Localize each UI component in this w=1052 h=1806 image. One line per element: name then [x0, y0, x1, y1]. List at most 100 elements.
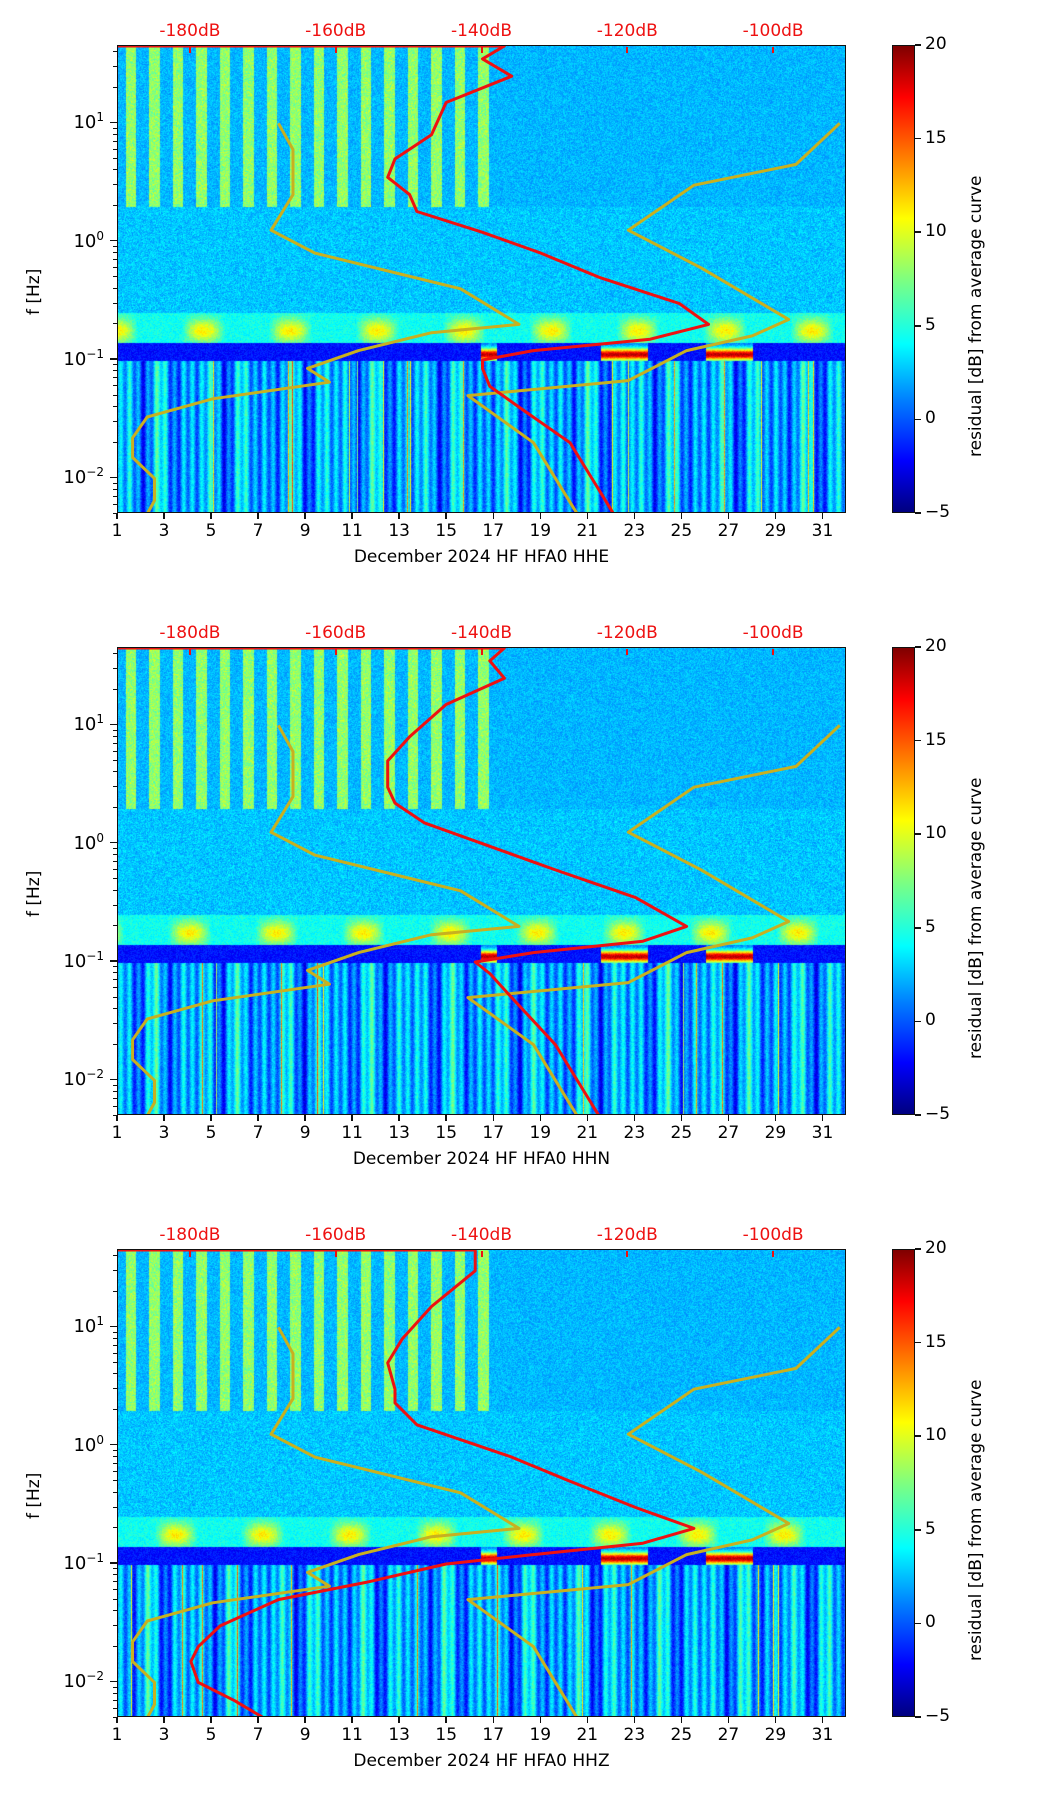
top-db-tick [188, 47, 191, 53]
x-tick-label: 15 [435, 1123, 458, 1143]
x-tick [398, 1115, 400, 1121]
y-minor-tick [113, 51, 117, 53]
y-tick-exponent: 1 [96, 110, 104, 125]
x-tick-label: 31 [811, 1725, 834, 1745]
top-db-tick-label: -120dB [596, 623, 658, 643]
x-tick-label: 9 [299, 1123, 311, 1143]
y-minor-tick [113, 513, 117, 514]
x-tick [210, 1115, 212, 1121]
y-major-tick [110, 841, 117, 844]
x-tick [116, 1115, 118, 1121]
y-tick-exponent: −1 [86, 949, 104, 964]
top-db-tick [480, 649, 483, 655]
top-db-tick [188, 1251, 191, 1257]
y-minor-tick [113, 1699, 117, 1701]
x-tick [492, 1115, 494, 1121]
colorbar-label: residual [dB] from average curve [966, 1379, 986, 1661]
colorbar-tick [915, 44, 921, 46]
y-minor-tick [113, 878, 117, 880]
curve-overlay [118, 1250, 841, 1716]
x-tick [633, 1717, 636, 1723]
x-tick-label: 3 [158, 521, 170, 541]
y-major-tick [110, 723, 117, 726]
x-tick [821, 513, 824, 519]
y-minor-tick [113, 252, 117, 254]
y-minor-tick [113, 1686, 117, 1688]
y-minor-tick [113, 246, 117, 248]
y-minor-tick [113, 184, 117, 186]
colorbar-tick [915, 739, 921, 742]
x-tick-label: 7 [252, 1123, 264, 1143]
y-tick-label: 100 [44, 229, 104, 252]
top-db-tick [334, 649, 337, 655]
x-tick [304, 513, 306, 519]
y-major-tick [110, 239, 117, 242]
top-db-tick-label: -140dB [450, 623, 513, 643]
low-noise-model-line [131, 122, 521, 512]
y-minor-tick [113, 771, 117, 773]
x-tick [774, 513, 777, 519]
x-tick-label: 23 [623, 1123, 646, 1143]
x-tick-label: 21 [576, 1123, 599, 1143]
y-minor-tick [113, 394, 117, 396]
x-tick-label: 21 [576, 521, 599, 541]
y-minor-tick [113, 420, 117, 422]
y-tick-label: 10−1 [44, 949, 104, 972]
y-minor-tick [113, 1255, 117, 1257]
colorbar-tick [915, 418, 921, 421]
y-minor-tick [113, 807, 117, 809]
x-tick [774, 1115, 777, 1121]
y-tick-label: 101 [44, 110, 104, 133]
x-tick-label: 5 [205, 1123, 217, 1143]
y-minor-tick [113, 86, 117, 88]
y-minor-tick [113, 406, 117, 408]
x-tick-label: 5 [205, 521, 217, 541]
y-tick-exponent: 1 [96, 712, 104, 727]
x-tick [163, 1717, 165, 1723]
x-tick [304, 1115, 306, 1121]
y-tick-exponent: −2 [86, 1067, 104, 1082]
y-tick-base: 10 [63, 1069, 87, 1091]
y-tick-label: 100 [44, 831, 104, 854]
x-tick-label: 19 [529, 1123, 552, 1143]
y-minor-tick [113, 1290, 117, 1292]
y-minor-tick [113, 276, 117, 278]
x-tick-label: 9 [299, 521, 311, 541]
colorbar-tick [915, 833, 921, 835]
curve-overlay [118, 46, 841, 512]
y-tick-base: 10 [73, 714, 97, 736]
x-tick [445, 513, 447, 519]
spectrogram-plot-area [117, 1249, 846, 1717]
colorbar-tick [915, 1248, 921, 1250]
colorbar-tick-label: 20 [925, 34, 947, 54]
x-tick-label: 15 [435, 521, 458, 541]
x-tick-label: 13 [388, 1123, 410, 1143]
x-tick [680, 1115, 683, 1121]
y-minor-tick [113, 1598, 117, 1600]
y-tick-label: 10−2 [44, 465, 104, 488]
y-axis-label: f [Hz] [24, 870, 44, 917]
x-tick [116, 513, 118, 519]
x-tick [163, 1115, 165, 1121]
y-minor-tick [113, 482, 117, 484]
y-minor-tick [113, 441, 117, 443]
colorbar-tick [915, 1529, 921, 1531]
x-tick [116, 1717, 118, 1723]
y-major-tick [110, 1325, 117, 1328]
y-minor-tick [113, 1084, 117, 1086]
x-tick-label: 17 [482, 521, 505, 541]
x-tick-label: 23 [623, 521, 646, 541]
colorbar-tick [915, 1341, 921, 1344]
x-tick-label: 3 [158, 1725, 170, 1745]
y-axis-label: f [Hz] [24, 268, 44, 315]
y-tick-label: 10−2 [44, 1669, 104, 1692]
top-db-tick-label: -120dB [596, 1225, 658, 1245]
y-minor-tick [113, 889, 117, 891]
y-major-tick [110, 1680, 117, 1683]
x-tick-label: 29 [764, 1725, 787, 1745]
colorbar-tick-label: 5 [925, 314, 936, 335]
y-tick-base: 10 [63, 1553, 87, 1575]
average-psd-line [118, 46, 710, 512]
colorbar-label: residual [dB] from average curve [966, 777, 986, 1059]
x-tick-label: 1 [111, 1123, 123, 1143]
